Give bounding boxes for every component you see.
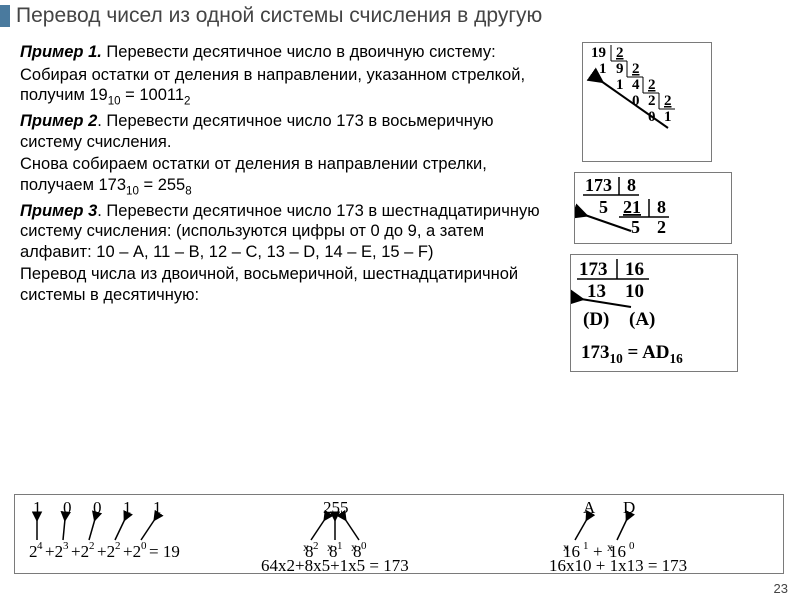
svg-text:x: x [327,540,333,554]
svg-text:255: 255 [323,498,349,517]
ex3-label: Пример 3 [20,202,97,220]
hex-result: 17310 = AD16 [581,342,683,367]
svg-text:1: 1 [616,77,624,93]
svg-text:10: 10 [625,281,644,302]
svg-text:x: x [607,540,613,554]
svg-text:8: 8 [627,175,636,195]
example-1: Пример 1. Перевести десятичное число в д… [20,42,550,63]
svg-text:(A): (A) [629,309,655,330]
svg-text:173: 173 [585,175,612,195]
ex1-text: Перевести десятичное число в двоичную си… [102,43,496,61]
ex2-label: Пример 2 [20,112,97,130]
svg-text:+2: +2 [45,542,63,561]
svg-text:1: 1 [599,61,607,77]
svg-text:2: 2 [89,540,95,552]
svg-text:2: 2 [313,540,319,552]
svg-text:0: 0 [632,93,640,109]
svg-text:5: 5 [631,217,640,237]
svg-text:x: x [563,540,569,554]
svg-text:0: 0 [629,540,635,552]
final-text: Перевод числа из двоичной, восьмеричной,… [20,264,550,305]
diagram-octal-173: 173 8 5 21 8 5 2 [574,172,732,244]
svg-text:2: 2 [648,93,656,109]
svg-text:8: 8 [329,542,338,561]
svg-text:0: 0 [648,109,656,125]
ex1-body: Собирая остатки от деления в направлении… [20,65,550,109]
svg-text:16: 16 [609,542,626,561]
svg-text:13: 13 [587,281,606,302]
svg-text:19: 19 [591,45,606,61]
text-column: Пример 1. Перевести десятичное число в д… [20,42,550,382]
svg-text:1: 1 [153,498,162,517]
diagram-hex-173: 173 16 13 10 (D) (A) 17310 = AD16 [570,254,738,372]
ex3-text: . Перевести десятичное число 173 в шестн… [20,202,540,261]
svg-text:2: 2 [632,61,640,77]
svg-text:16: 16 [625,259,644,280]
svg-text:3: 3 [63,540,69,552]
svg-text:8: 8 [353,542,362,561]
reverse-conversion-box: 1 0 0 1 1 24 +23 +22 +22 +20 = 19 255 x [14,494,784,574]
svg-text:2: 2 [115,540,121,552]
svg-text:+2: +2 [71,542,89,561]
svg-text:0: 0 [361,540,367,552]
svg-text:5: 5 [599,197,608,217]
svg-text:16: 16 [563,542,580,561]
svg-text:9: 9 [616,61,624,77]
svg-text:x: x [303,540,309,554]
page-number: 23 [774,581,788,596]
svg-text:2: 2 [648,77,656,93]
svg-text:(D): (D) [583,309,609,330]
svg-text:1: 1 [337,540,343,552]
main-content: Пример 1. Перевести десятичное число в д… [0,32,800,382]
example-2: Пример 2. Перевести десятичное число 173… [20,111,550,152]
svg-text:1: 1 [664,109,672,125]
svg-text:64x2+8x5+1x5 = 173: 64x2+8x5+1x5 = 173 [261,556,409,575]
svg-text:+: + [593,542,603,561]
svg-text:4: 4 [632,77,640,93]
page-title: Перевод чисел из одной системы счисления… [16,4,542,28]
svg-text:21: 21 [623,197,641,217]
svg-text:D: D [623,498,635,517]
svg-text:0: 0 [93,498,102,517]
svg-text:+2: +2 [123,542,141,561]
svg-text:16x10 + 1x13 = 173: 16x10 + 1x13 = 173 [549,556,687,575]
svg-text:1: 1 [33,498,42,517]
svg-text:2: 2 [664,93,672,109]
example-3: Пример 3. Перевести десятичное число 173… [20,201,550,263]
svg-text:x: x [351,540,357,554]
svg-text:8: 8 [305,542,314,561]
svg-text:0: 0 [141,540,147,552]
diagram-binary-19: 19 2 1 9 2 1 4 2 0 2 2 0 1 [582,42,712,162]
title-bar: Перевод чисел из одной системы счисления… [0,0,800,32]
svg-text:173: 173 [579,259,608,280]
svg-text:0: 0 [63,498,72,517]
ex2-body: Снова собираем остатки от деления в напр… [20,154,550,198]
svg-text:1: 1 [583,540,589,552]
svg-text:A: A [583,498,596,517]
svg-text:1: 1 [123,498,132,517]
svg-text:2: 2 [657,217,666,237]
svg-text:2: 2 [29,542,38,561]
svg-text:+2: +2 [97,542,115,561]
title-bullet [0,5,10,27]
svg-text:4: 4 [37,540,43,552]
svg-text:8: 8 [657,197,666,217]
diagram-column: 19 2 1 9 2 1 4 2 0 2 2 0 1 [550,42,790,382]
ex1-label: Пример 1. [20,43,102,61]
svg-text:= 19: = 19 [149,542,180,561]
svg-text:2: 2 [616,45,624,61]
